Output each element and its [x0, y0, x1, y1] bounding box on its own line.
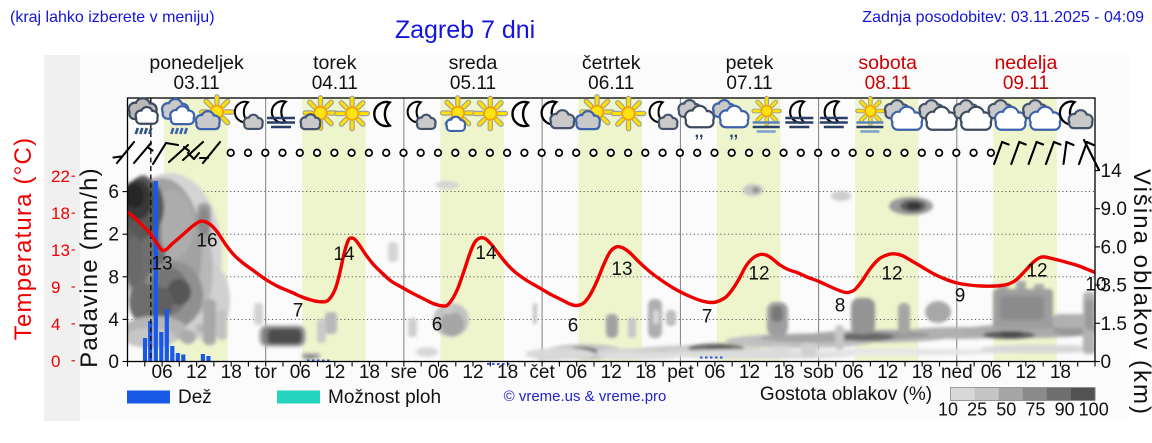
svg-text:6: 6: [568, 316, 579, 337]
svg-text:8: 8: [835, 296, 846, 317]
svg-text:torek: torek: [313, 52, 357, 74]
svg-text:06: 06: [152, 362, 173, 383]
svg-text:12: 12: [324, 362, 345, 383]
svg-text:14: 14: [333, 244, 355, 265]
svg-text:četrtek: četrtek: [582, 52, 641, 74]
svg-text:9.0: 9.0: [1101, 199, 1127, 220]
svg-text:Dež: Dež: [178, 387, 212, 408]
svg-text:Temperatura (°C): Temperatura (°C): [10, 137, 37, 341]
svg-text:sre: sre: [391, 362, 417, 383]
svg-text:Zagreb 7 dni: Zagreb 7 dni: [395, 16, 535, 44]
svg-text:Zadnja posodobitev: 03.11.2025: Zadnja posodobitev: 03.11.2025 - 04:09: [862, 9, 1144, 26]
svg-text:13: 13: [611, 259, 632, 280]
svg-text:06: 06: [428, 362, 449, 383]
svg-text:čet: čet: [529, 362, 555, 383]
svg-text:18: 18: [221, 362, 242, 383]
svg-text:10: 10: [938, 400, 958, 420]
svg-text:18: 18: [51, 204, 70, 223]
svg-text:4: 4: [51, 315, 60, 334]
svg-text:© vreme.us & vreme.pro: © vreme.us & vreme.pro: [504, 388, 667, 405]
svg-text:18: 18: [1050, 362, 1071, 383]
svg-text:14: 14: [475, 243, 497, 264]
svg-text:12: 12: [462, 362, 483, 383]
svg-text:12: 12: [601, 362, 622, 383]
svg-text:75: 75: [1025, 400, 1045, 420]
svg-text:Gostota oblakov (%): Gostota oblakov (%): [760, 384, 932, 405]
svg-text:9: 9: [51, 278, 60, 297]
svg-text:14: 14: [1101, 161, 1123, 182]
svg-text:12: 12: [1015, 362, 1036, 383]
svg-text:ponedeljek: ponedeljek: [149, 52, 244, 74]
svg-text:90: 90: [1055, 400, 1075, 420]
svg-text:100: 100: [1079, 400, 1109, 420]
svg-text:18: 18: [359, 362, 380, 383]
svg-text:12: 12: [748, 264, 769, 285]
svg-text:09.11: 09.11: [1003, 73, 1049, 94]
svg-text:18: 18: [912, 362, 933, 383]
svg-text:04.11: 04.11: [312, 73, 358, 94]
svg-text:50: 50: [996, 400, 1016, 420]
svg-text:18: 18: [773, 362, 794, 383]
svg-text:18: 18: [497, 362, 518, 383]
svg-text:9: 9: [955, 286, 966, 307]
svg-text:7: 7: [702, 307, 713, 328]
svg-text:18: 18: [635, 362, 656, 383]
svg-text:1.5: 1.5: [1101, 314, 1127, 335]
svg-text:sreda: sreda: [449, 52, 498, 74]
svg-text:Padavine (mm/h): Padavine (mm/h): [76, 167, 103, 368]
svg-text:06: 06: [843, 362, 864, 383]
svg-text:12: 12: [186, 362, 207, 383]
svg-text:06: 06: [290, 362, 311, 383]
svg-text:sob: sob: [803, 362, 834, 383]
svg-text:ned: ned: [941, 362, 973, 383]
svg-text:0: 0: [51, 352, 60, 371]
svg-text:Višina oblakov (km): Višina oblakov (km): [1128, 169, 1152, 416]
svg-text:12: 12: [881, 264, 902, 285]
svg-text:Možnost ploh: Možnost ploh: [328, 387, 441, 408]
svg-text:6.0: 6.0: [1101, 237, 1127, 258]
svg-text:03.11: 03.11: [174, 73, 220, 94]
svg-text:16: 16: [196, 231, 217, 252]
svg-text:12: 12: [877, 362, 898, 383]
svg-text:22: 22: [51, 167, 70, 186]
svg-text:06: 06: [566, 362, 587, 383]
svg-text:6: 6: [108, 182, 119, 203]
svg-text:25: 25: [967, 400, 987, 420]
svg-text:sobota: sobota: [858, 52, 917, 74]
svg-text:3.5: 3.5: [1101, 276, 1127, 297]
svg-text:4: 4: [108, 310, 119, 331]
svg-text:6: 6: [432, 315, 443, 336]
svg-text:7: 7: [293, 301, 304, 322]
svg-text:07.11: 07.11: [726, 73, 772, 94]
svg-text:2: 2: [108, 225, 119, 246]
svg-text:0: 0: [108, 352, 119, 373]
svg-text:8: 8: [108, 267, 119, 288]
svg-text:06: 06: [704, 362, 725, 383]
svg-text:12: 12: [1026, 261, 1047, 282]
svg-text:pet: pet: [667, 362, 694, 383]
svg-text:12: 12: [739, 362, 760, 383]
svg-text:06: 06: [981, 362, 1002, 383]
svg-text:05.11: 05.11: [450, 73, 496, 94]
svg-text:13: 13: [151, 254, 172, 275]
svg-text:petek: petek: [726, 52, 774, 74]
svg-text:06.11: 06.11: [588, 73, 634, 94]
svg-text:(kraj lahko izberete v meniju): (kraj lahko izberete v meniju): [10, 9, 215, 26]
svg-text:08.11: 08.11: [865, 73, 911, 94]
svg-text:13: 13: [51, 241, 70, 260]
svg-text:nedelja: nedelja: [994, 52, 1057, 74]
svg-text:tor: tor: [255, 362, 278, 383]
svg-text:0: 0: [1101, 352, 1112, 373]
